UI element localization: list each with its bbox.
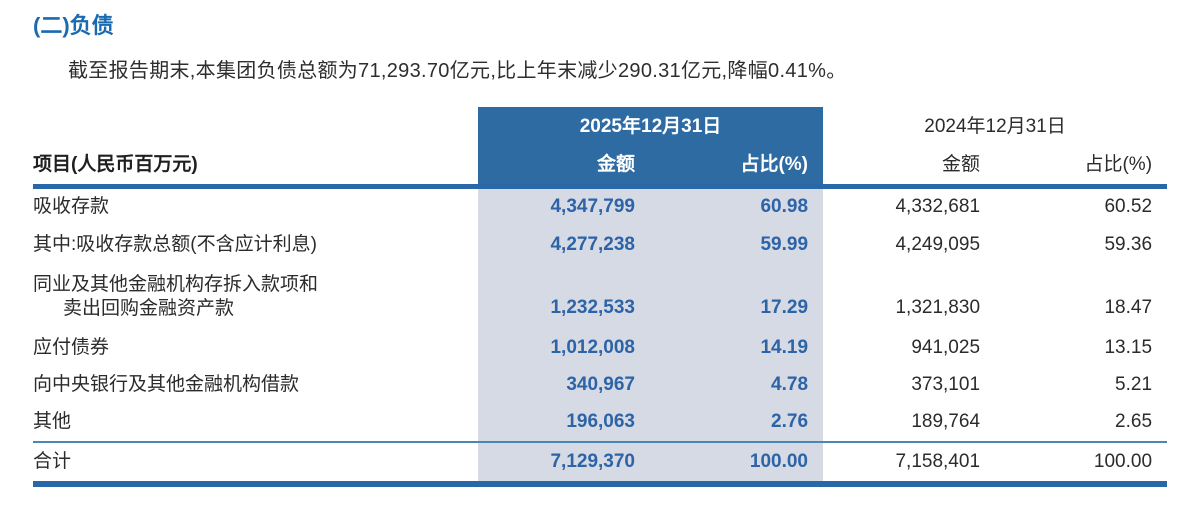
cell-ratio-2025: 14.19 — [650, 329, 824, 366]
total-row: 合计 7,129,370 100.00 7,158,401 100.00 — [33, 441, 1168, 487]
row-label: 其中:吸收存款总额(不含应计利息) — [33, 233, 317, 255]
cell-ratio-2024: 18.47 — [1104, 297, 1153, 319]
section-title: (二)负债 — [33, 13, 114, 38]
cell-ratio-2024: 59.36 — [1104, 233, 1153, 255]
cell-amount-2025: 1,232,533 — [478, 264, 650, 329]
cell-ratio-2025: 17.29 — [650, 264, 824, 329]
cell-ratio-2024: 13.15 — [1104, 336, 1153, 358]
cell-amount-2024: 373,101 — [911, 373, 981, 395]
amount-header-2025: 金额 — [478, 147, 650, 189]
table-row: 其他 196,063 2.76 189,764 2.65 — [33, 403, 1167, 442]
cell-amount-2025: 196,063 — [478, 403, 650, 442]
row-label: 其他 — [33, 411, 72, 433]
table-body: 吸收存款 4,347,799 60.98 4,332,681 60.52 其中:吸收存款总… — [33, 186, 1167, 442]
table-row: 应付债券 1,012,008 14.19 941,025 13.15 — [33, 329, 1167, 366]
cell-amount-2025: 4,347,799 — [478, 186, 650, 225]
intro-paragraph: 截至报告期末,本集团负债总额为71,293.70亿元,比上年末减少290.31亿… — [68, 60, 847, 82]
row-label: 吸收存款 — [33, 195, 110, 217]
table-row: 向中央银行及其他金融机构借款 340,967 4.78 373,101 5.21 — [33, 366, 1167, 403]
cell-amount-2025: 1,012,008 — [478, 329, 650, 366]
table-row: 其中:吸收存款总额(不含应计利息) 4,277,238 59.99 4,249,095… — [33, 225, 1167, 264]
cell-ratio-2025: 60.98 — [650, 186, 824, 225]
table-header: 2025年12月31日 2024年12月31日 项目(人民币百万元) 金额 占比… — [33, 107, 1168, 189]
total-amount-2024: 7,158,401 — [823, 441, 996, 487]
ratio-header-2025: 占比(%) — [650, 147, 824, 189]
cell-ratio-2025: 2.76 — [650, 403, 824, 442]
cell-amount-2024: 189,764 — [911, 411, 981, 433]
cell-amount-2024: 4,249,095 — [895, 233, 981, 255]
cell-ratio-2024: 60.52 — [1104, 195, 1153, 217]
item-column-header: 项目(人民币百万元) — [33, 147, 478, 189]
corner-cell — [33, 107, 478, 147]
cell-amount-2024: 4,332,681 — [895, 195, 981, 217]
total-ratio-2025: 100.00 — [650, 441, 824, 487]
row-label: 应付债券 — [33, 336, 110, 358]
date-header-2024: 2024年12月31日 — [924, 116, 1066, 138]
row-label: 同业及其他金融机构存拆入款项和 卖出回购金融资产款 — [33, 273, 319, 319]
cell-ratio-2024: 5.21 — [1115, 373, 1153, 395]
total-amount-2025: 7,129,370 — [478, 441, 650, 487]
liabilities-table: 2025年12月31日 2024年12月31日 项目(人民币百万元) 金额 占比… — [33, 107, 1168, 487]
cell-ratio-2024: 2.65 — [1115, 411, 1153, 433]
cell-ratio-2025: 59.99 — [650, 225, 824, 264]
sub-header-row: 项目(人民币百万元) 金额 占比(%) 金额 占比(%) — [33, 147, 1168, 189]
cell-amount-2024: 1,321,830 — [895, 297, 981, 319]
total-ratio-2024: 100.00 — [995, 441, 1168, 487]
row-label: 向中央银行及其他金融机构借款 — [33, 373, 300, 395]
table-row: 同业及其他金融机构存拆入款项和 卖出回购金融资产款 1,232,533 17.29 1,… — [33, 264, 1167, 329]
cell-amount-2024: 941,025 — [911, 336, 981, 358]
cell-ratio-2025: 4.78 — [650, 366, 824, 403]
date-header-row: 2025年12月31日 2024年12月31日 — [33, 107, 1167, 147]
ratio-header-2024: 占比(%) — [995, 147, 1168, 189]
amount-header-2024: 金额 — [823, 147, 996, 189]
cell-amount-2025: 4,277,238 — [478, 225, 650, 264]
date-header-2025: 2025年12月31日 — [478, 107, 824, 147]
cell-amount-2025: 340,967 — [478, 366, 650, 403]
table-footer: 合计 7,129,370 100.00 7,158,401 100.00 — [33, 441, 1168, 487]
table-row: 吸收存款 4,347,799 60.98 4,332,681 60.52 — [33, 186, 1167, 225]
total-label: 合计 — [33, 441, 478, 487]
